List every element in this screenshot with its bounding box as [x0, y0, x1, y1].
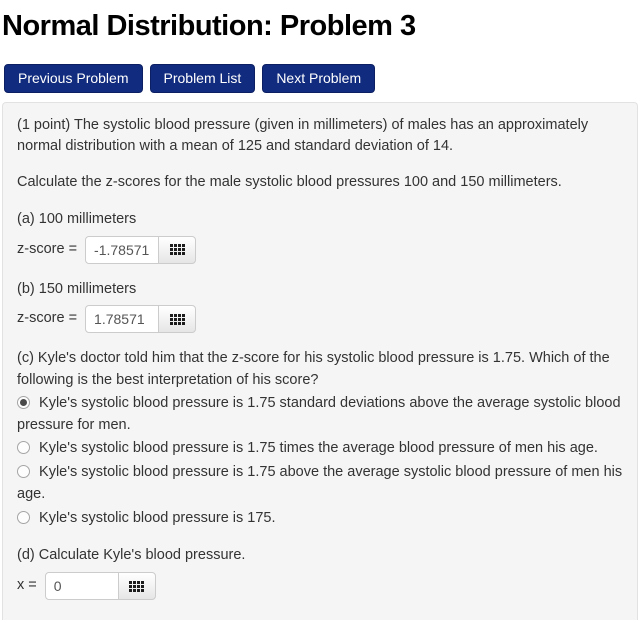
part-b-input-label: z-score =: [17, 310, 78, 327]
next-problem-button[interactable]: Next Problem: [262, 63, 376, 93]
problem-panel: (1 point) The systolic blood pressure (g…: [2, 101, 638, 620]
part-c-option-4: Kyle's systolic blood pressure is 175.: [17, 507, 623, 531]
part-d-answer-input[interactable]: [44, 572, 119, 601]
previous-problem-button[interactable]: Previous Problem: [4, 63, 143, 93]
page-title: Normal Distribution: Problem 3: [2, 10, 416, 42]
problem-list-button[interactable]: Problem List: [149, 63, 256, 93]
keypad-grid-icon: [129, 580, 145, 592]
keypad-grid-icon: [169, 244, 185, 256]
part-d-input-label: x =: [17, 577, 37, 594]
part-b-equation-editor-button[interactable]: [158, 305, 197, 334]
part-c-option-2: Kyle's systolic blood pressure is 1.75 t…: [17, 437, 623, 461]
part-b-answer-input[interactable]: [85, 305, 160, 334]
part-d-equation-editor-button[interactable]: [117, 572, 156, 601]
part-a-equation-editor-button[interactable]: [158, 235, 197, 264]
part-c-option-1-radio[interactable]: [17, 395, 30, 409]
part-b-label: (b) 150 millimeters: [17, 280, 137, 297]
part-a-answer-input[interactable]: [85, 235, 160, 264]
part-c-option-4-label: Kyle's systolic blood pressure is 175.: [39, 509, 276, 526]
part-d-section: (d) Calculate Kyle's blood pressure. x =: [17, 545, 623, 601]
part-c-option-4-radio[interactable]: [17, 510, 30, 524]
part-c-option-2-radio[interactable]: [17, 441, 30, 455]
part-a-input-label: z-score =: [17, 240, 78, 257]
part-a-label: (a) 100 millimeters: [17, 210, 137, 227]
part-a-section: (a) 100 millimeters z-score =: [17, 209, 623, 264]
part-c-option-1: Kyle's systolic blood pressure is 1.75 s…: [17, 392, 623, 438]
part-c-section: (c) Kyle's doctor told him that the z-sc…: [17, 348, 623, 530]
part-c-option-1-label: Kyle's systolic blood pressure is 1.75 s…: [17, 394, 621, 433]
part-c-option-3-label: Kyle's systolic blood pressure is 1.75 a…: [17, 464, 623, 502]
problem-instruction-text: Calculate the z-scores for the male syst…: [17, 174, 562, 191]
keypad-grid-icon: [169, 313, 185, 325]
problem-nav: Previous Problem Problem List Next Probl…: [4, 63, 640, 93]
part-c-option-2-label: Kyle's systolic blood pressure is 1.75 t…: [39, 440, 598, 457]
problem-intro-text: (1 point) The systolic blood pressure (g…: [17, 116, 589, 155]
part-b-section: (b) 150 millimeters z-score =: [17, 279, 623, 334]
part-c-option-3-radio[interactable]: [17, 465, 30, 479]
part-d-label: (d) Calculate Kyle's blood pressure.: [17, 547, 246, 564]
part-c-question: (c) Kyle's doctor told him that the z-sc…: [17, 350, 610, 389]
part-c-option-3: Kyle's systolic blood pressure is 1.75 a…: [17, 461, 623, 507]
